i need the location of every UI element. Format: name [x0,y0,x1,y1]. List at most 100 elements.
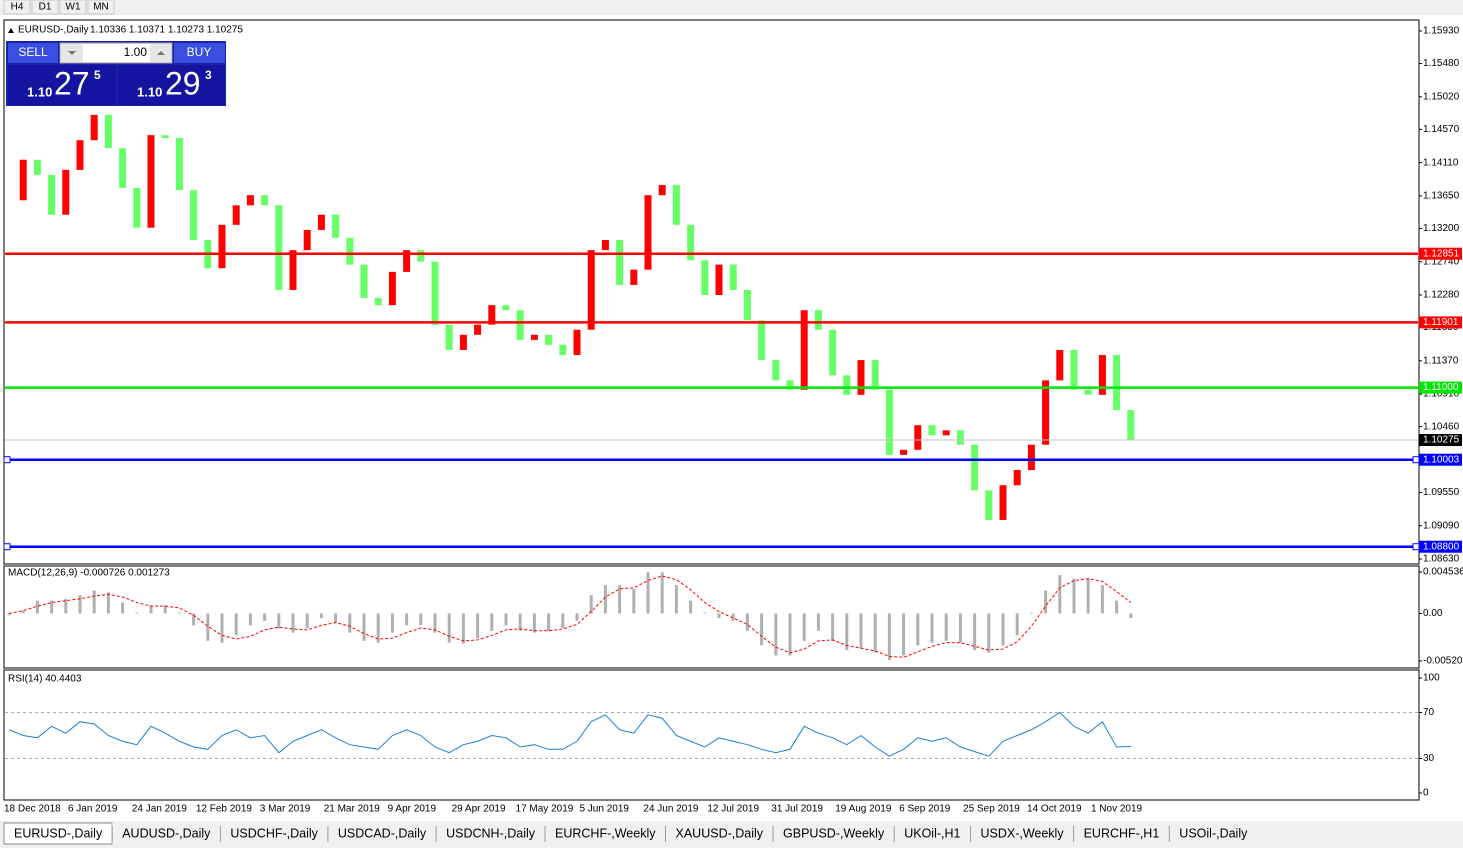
candle [1070,349,1078,390]
candle [119,148,127,188]
tab-label[interactable]: EURCHF-,H1 [1084,826,1160,840]
macd-bar [21,610,25,614]
tab-bg[interactable] [1169,823,1258,844]
tab-label[interactable]: XAUUSD-,Daily [676,826,764,840]
y-tick-label: 1.10910 [1423,389,1460,400]
macd-bar [405,613,409,626]
tab-bg[interactable] [970,823,1074,844]
macd-bar [532,613,536,633]
tab[interactable]: USDCAD-,Daily [327,823,437,844]
macd-bar [319,613,323,619]
tab[interactable]: EURCHF-,Weekly [544,823,666,844]
price-panel [3,19,1420,565]
macd-bar [745,613,749,631]
tab[interactable]: EURCHF-,H1 [1073,823,1170,844]
macd-bar [149,605,153,614]
candle [289,250,297,290]
candle [1098,355,1106,395]
x-tick-label: 5 Jun 2019 [579,804,629,815]
timeframe-button[interactable] [87,0,115,15]
line-handle[interactable] [3,543,11,551]
tab-label[interactable]: UKOil-,H1 [904,826,960,840]
tab-label[interactable]: USDX-,Weekly [980,826,1064,840]
macd-bar [1129,613,1133,619]
tab[interactable]: USDCNH-,Daily [435,823,546,844]
timeframe-label[interactable]: W1 [66,2,81,13]
tab[interactable]: USOil-,Daily [1168,823,1258,844]
macd-bar [461,613,465,644]
timeframe-button[interactable] [3,0,31,15]
macd-bar [518,613,522,631]
candle [218,224,226,269]
buy-button[interactable] [174,43,225,63]
macd-bar [390,613,394,633]
buy-price-box[interactable] [118,65,225,105]
tab-bg[interactable] [773,823,895,844]
line-handle[interactable] [1412,456,1420,464]
macd-bar [291,613,295,633]
candle [601,240,609,251]
tab-label[interactable]: EURCHF-,Weekly [555,826,656,840]
line-handle[interactable] [1412,543,1420,551]
macd-bar [1072,578,1076,614]
tab[interactable]: AUDUSD-,Daily [111,823,221,844]
candle [403,250,411,272]
candle [843,375,851,395]
y-tick-label: 70 [1423,707,1435,718]
macd-bar [1115,600,1119,614]
timeframe-button[interactable] [31,0,59,15]
timeframe-label[interactable]: D1 [39,2,52,13]
sell-pips: 27 [54,65,90,101]
candle [687,224,695,261]
tab-bg[interactable] [112,823,221,844]
candle [971,444,979,491]
lot-input[interactable] [59,42,173,64]
tab-label[interactable]: USDCNH-,Daily [446,826,536,840]
tab-label[interactable]: USDCHF-,Daily [230,826,318,840]
timeframe-button[interactable] [59,0,87,15]
tab-bg[interactable] [1073,823,1170,844]
tab[interactable]: USDCHF-,Daily [219,823,328,844]
tab-bg[interactable] [545,823,666,844]
tab-bg[interactable] [327,823,437,844]
tab[interactable]: XAUUSD-,Daily [665,823,774,844]
tab[interactable]: USDX-,Weekly [969,823,1074,844]
tab-label[interactable]: AUDUSD-,Daily [122,826,211,840]
tab-label[interactable]: USDCAD-,Daily [338,826,427,840]
sell-price-box[interactable] [8,65,116,105]
tab-bg[interactable] [220,823,328,844]
tab-label[interactable]: USOil-,Daily [1179,826,1248,840]
level-tag [1419,381,1462,394]
tab[interactable]: UKOil-,H1 [893,823,971,844]
candle [871,360,879,390]
buy-frac: 3 [205,68,212,82]
macd-bar [802,613,806,641]
level-tag [1419,247,1462,260]
tab-bg[interactable] [436,823,546,844]
macd-bar [1100,585,1104,614]
timeframe-label[interactable]: MN [93,2,109,13]
tab-bg[interactable] [665,823,774,844]
sell-label[interactable]: SELL [18,45,48,59]
macd-bar [887,613,891,661]
candle [545,334,553,345]
tab[interactable]: EURUSD-,Daily [3,822,113,845]
y-tick-label: 1.12280 [1423,290,1460,301]
sell-button[interactable] [8,43,58,63]
tab[interactable]: GBPUSD-,Weekly [772,823,895,844]
candle [374,297,382,306]
macd-bar [717,613,721,619]
buy-label[interactable]: BUY [187,45,212,59]
lot-value[interactable]: 1.00 [124,45,148,59]
macd-bar [660,572,664,614]
timeframe-label[interactable]: H4 [11,2,24,13]
tab-label[interactable]: GBPUSD-,Weekly [783,826,885,840]
tab-bg[interactable] [894,823,971,844]
tab-label[interactable]: EURUSD-,Daily [14,826,103,840]
candle [758,320,766,361]
y-tick-label: 1.12740 [1423,256,1460,267]
macd-bar [163,605,167,614]
candle [530,334,538,340]
line-handle[interactable] [3,456,11,464]
